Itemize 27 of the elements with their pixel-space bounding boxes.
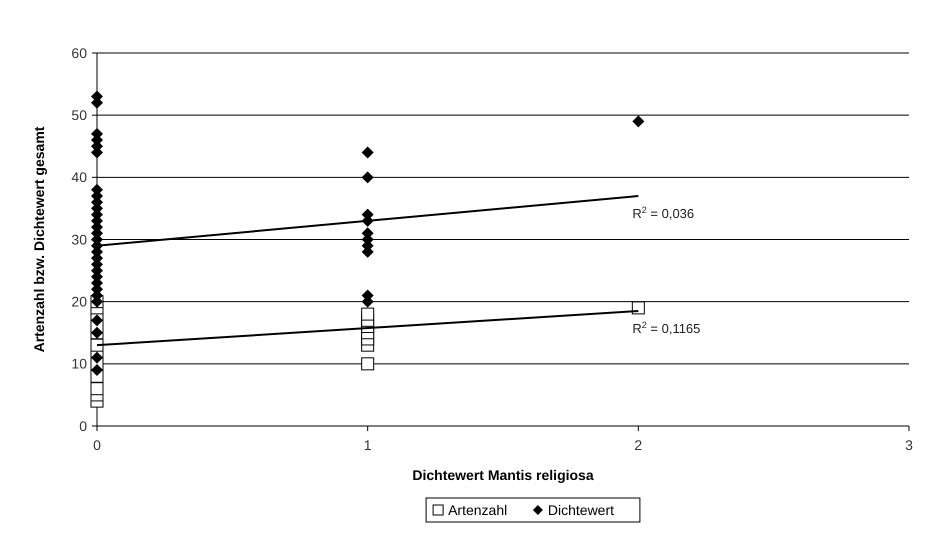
y-tick-label: 30 (71, 231, 88, 248)
y-tick-label: 60 (71, 44, 88, 61)
y-tick-label: 40 (71, 169, 88, 186)
x-tick-label: 0 (93, 437, 102, 453)
x-axis-title: Dichtewert Mantis religiosa (412, 467, 594, 483)
x-tick-label: 1 (364, 437, 372, 453)
point (632, 115, 644, 128)
y-axis-title: Artenzahl bzw. Dichtewert gesamt (31, 126, 47, 352)
y-tick-label: 10 (71, 356, 88, 372)
legend-label: Dichtewert (548, 502, 614, 518)
point (362, 146, 374, 158)
point (91, 364, 103, 376)
legend-label: Artenzahl (448, 502, 508, 518)
point (90, 382, 104, 396)
point (632, 301, 645, 314)
point (362, 171, 374, 184)
y-tick-label: 20 (71, 294, 88, 310)
point (91, 314, 103, 326)
y-tick-label: 50 (71, 107, 88, 124)
x-tick-label: 2 (634, 437, 642, 453)
y-tick-label: 0 (79, 418, 88, 434)
x-tick-label: 3 (905, 437, 914, 453)
annotation: R$^{2}$ = 0,1165 (632, 320, 700, 336)
annotation: R$^{2}$ = 0,036 (632, 204, 694, 221)
point (361, 357, 374, 370)
point (91, 352, 103, 364)
point (361, 308, 374, 321)
